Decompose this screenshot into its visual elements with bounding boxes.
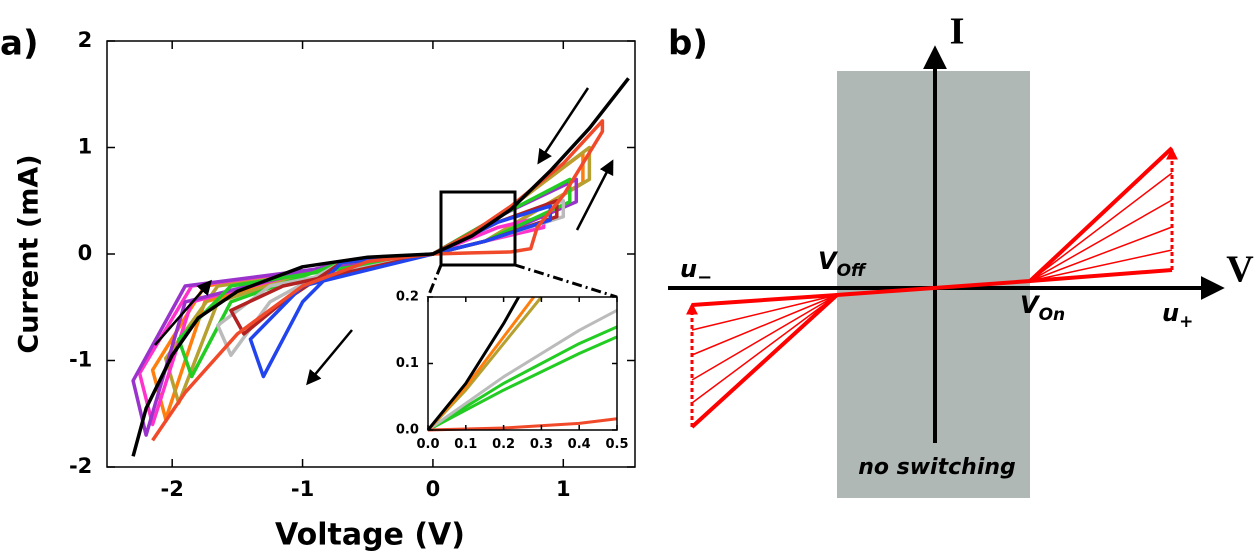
y-tick-label: 1 xyxy=(78,135,93,159)
region-label: no switching xyxy=(858,455,1016,480)
iv-curve xyxy=(151,119,605,442)
panel-label: a) xyxy=(0,24,38,64)
sub: + xyxy=(1179,312,1193,332)
v-label: V xyxy=(1226,249,1254,291)
main: u xyxy=(680,255,697,283)
main-plot: -2 -1 0 1 -2 -1 0 1 2 xyxy=(69,28,636,501)
sub: Off xyxy=(837,261,867,281)
u-minus: u− xyxy=(680,255,712,288)
iv-curve xyxy=(427,308,618,432)
diagram: b) I V u− VOff VOn u+ no switching xyxy=(668,11,1254,498)
y-tick-label: 0.2 xyxy=(396,290,419,305)
x-tick-label: 0.1 xyxy=(454,437,477,452)
inset-plot: 0.0 0.1 0.2 0.3 0.4 0.5 0.0 0.1 0.2 xyxy=(396,290,629,452)
y-tick-label: 2 xyxy=(78,28,93,52)
y-tick-label: -1 xyxy=(69,348,92,372)
y-axis-label: Current (mA) xyxy=(14,154,45,353)
zoom-box xyxy=(439,190,517,267)
sub: On xyxy=(1039,305,1066,325)
u-plus: u+ xyxy=(1162,299,1193,332)
arrow xyxy=(537,87,590,165)
zoom-line xyxy=(514,263,618,299)
x-axis-label: Voltage (V) xyxy=(275,518,465,553)
x-tick-label: 0.5 xyxy=(605,437,628,452)
main: V xyxy=(1020,291,1041,319)
arrow xyxy=(306,329,353,386)
x-tick-label: 0.2 xyxy=(492,437,515,452)
x-tick-label: -1 xyxy=(291,477,314,501)
zoom-line xyxy=(426,264,443,298)
iv-lines xyxy=(686,146,1178,429)
x-tick-label: 0.4 xyxy=(568,437,591,452)
main: u xyxy=(1162,299,1179,327)
panel-label: b) xyxy=(668,24,708,64)
x-tick-label: 0.3 xyxy=(530,437,553,452)
arrow xyxy=(154,279,212,346)
iv-curve xyxy=(131,77,630,457)
y-tick-label: -2 xyxy=(69,454,92,478)
arrow xyxy=(575,159,614,231)
sub: − xyxy=(697,267,712,288)
x-tick-label: 0.0 xyxy=(416,437,439,452)
x-tick-label: 0 xyxy=(426,477,441,501)
i-label: I xyxy=(950,11,965,53)
iv-curve xyxy=(427,325,618,432)
y-tick-label: 0 xyxy=(78,241,93,265)
iv-curve xyxy=(427,335,618,432)
iv-curve xyxy=(426,296,521,431)
y-tick-label: 0.0 xyxy=(396,423,419,438)
y-tick-label: 0.1 xyxy=(396,356,419,371)
main: V xyxy=(818,247,839,275)
x-tick-label: -2 xyxy=(161,477,184,501)
v-off: VOff xyxy=(818,247,867,281)
annotations xyxy=(154,87,618,386)
v-on: VOn xyxy=(1020,291,1065,325)
x-tick-label: 1 xyxy=(556,477,571,501)
